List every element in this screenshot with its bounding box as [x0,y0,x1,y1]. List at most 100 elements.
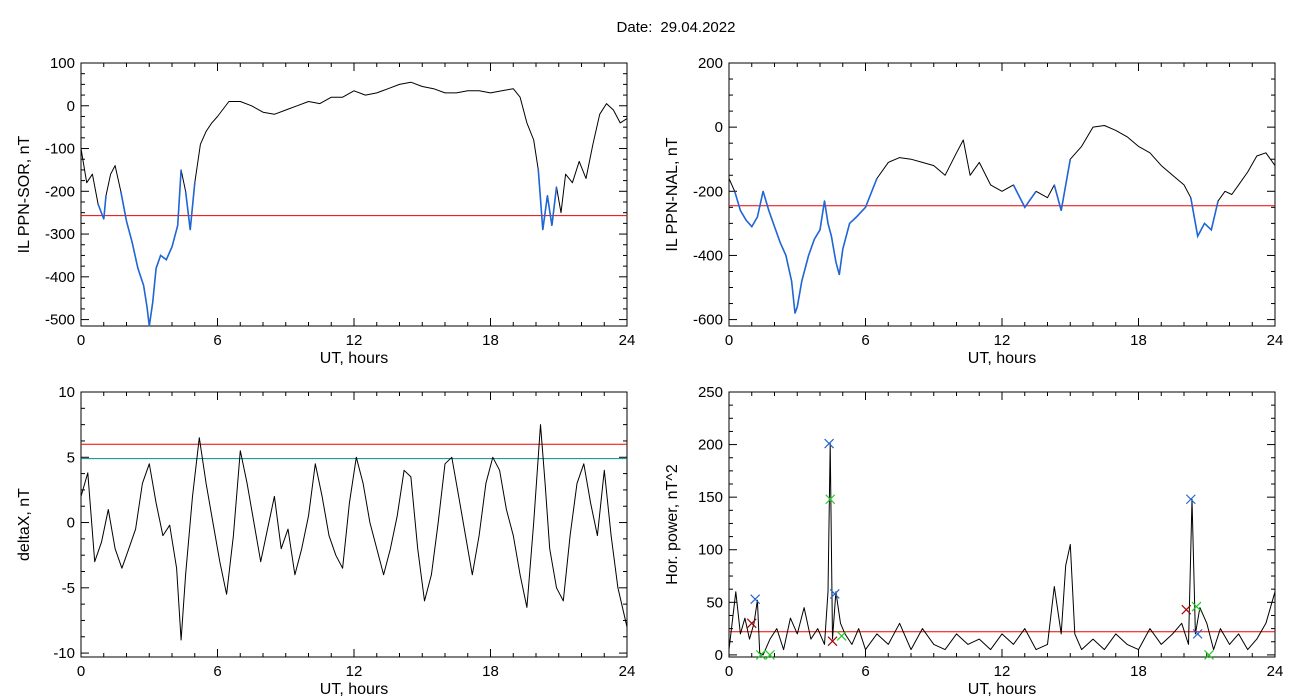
x-tick-label: 0 [725,663,733,680]
series-below-threshold [1053,159,1072,211]
cross-marker-blue [824,438,835,449]
series-below-threshold [546,186,558,226]
y-tick-label: 5 [67,449,75,466]
x-tick-label: 18 [482,332,499,349]
y-tick-label: -400 [693,247,723,264]
series-below-threshold [762,191,826,314]
cross-marker-stroke [825,494,836,505]
cross-marker-stroke [1191,601,1202,612]
y-tick-label: -10 [53,645,75,662]
date-label: Date: [616,19,653,36]
y-axis-label: Hor. power, nT^2 [664,464,681,585]
y-tick-label: 100 [698,542,723,559]
x-tick-label: 0 [77,332,85,349]
x-tick-label: 18 [482,663,499,680]
cross-marker-stroke [829,588,840,599]
x-tick-label: 6 [213,663,221,680]
cross-marker-blue [1192,628,1203,639]
chart-panel-2: 0 6 12 18 24 -600 -400 -200 0 200 UT, hours IL PPN-… [664,55,1283,367]
cross-marker-darkred [1181,604,1192,615]
x-tick-label: 6 [861,332,869,349]
x-tick-label: 0 [725,332,733,349]
x-tick-label: 24 [1267,332,1284,349]
y-tick-label: 50 [706,594,723,611]
cross-marker-darkred [827,636,838,647]
x-tick-label: 12 [346,332,363,349]
series-below-threshold [537,169,549,230]
series-below-threshold [1190,197,1219,239]
x-tick-label: 6 [213,332,221,349]
y-tick-label: -300 [45,226,75,243]
x-axis-label: UT, hours [968,350,1036,367]
cross-marker-green [836,631,847,641]
x-tick-label: 18 [1130,663,1147,680]
cross-marker-blue [829,588,840,599]
y-tick-label: 100 [50,55,75,72]
x-tick-label: 6 [861,663,869,680]
cross-marker-stroke [827,636,838,647]
series-line [80,424,628,641]
cross-marker-stroke [1181,604,1192,615]
y-tick-label: -100 [45,141,75,158]
x-tick-label: 18 [1130,332,1147,349]
y-axis-label: deltaX, nT [16,488,33,561]
plot-frame [80,62,628,327]
y-tick-label: 10 [58,384,75,401]
cross-marker-stroke [836,631,847,641]
x-tick-label: 24 [619,663,636,680]
cross-marker-blue [750,594,761,605]
y-tick-label: -200 [693,183,723,200]
y-tick-label: 200 [698,55,723,72]
cross-marker-green [825,494,836,505]
cross-marker-stroke [1185,494,1196,505]
series-line [728,443,1276,656]
x-tick-label: 12 [346,663,363,680]
x-tick-label: 24 [1267,663,1284,680]
y-tick-label: -200 [45,183,75,200]
cross-marker-stroke [746,618,757,629]
series-below-threshold [97,195,107,220]
chart-panel-4: 0 6 12 18 24 0 50 100 150 200 250 UT, hours Hor. pow… [664,384,1283,698]
y-tick-label: 0 [67,98,75,115]
cross-marker-stroke [1204,649,1214,660]
cross-marker-green [755,649,766,660]
y-tick-label: 0 [67,515,75,532]
cross-marker-green [1204,649,1214,660]
y-tick-label: 200 [698,437,723,454]
x-tick-label: 12 [994,663,1011,680]
x-axis-label: UT, hours [968,681,1036,698]
y-tick-label: 0 [715,119,723,136]
series-line [80,81,628,327]
plot-frame [80,391,628,658]
date-value: 29.04.2022 [660,19,736,36]
plot-frame [728,62,1276,327]
cross-marker-stroke [1192,628,1203,639]
y-tick-label: 0 [715,647,723,664]
chart-date-header: Date: 29.04.2022 [0,19,1300,36]
cross-marker-stroke [750,594,761,605]
y-axis-label: IL PPN-NAL, nT [664,137,681,251]
cross-marker-stroke [765,649,775,660]
series-line [728,125,1276,314]
y-tick-label: -400 [45,269,75,286]
series-below-threshold [1012,184,1037,209]
cross-marker-green [765,649,775,660]
series-below-threshold [823,178,878,275]
y-axis-label: IL PPN-SOR, nT [16,135,33,253]
cross-marker-stroke [755,649,766,660]
y-tick-label: 250 [698,384,723,401]
cross-marker-darkred [746,618,757,629]
chart-panel-1: 0 6 12 18 24 -500 -400 -300 -200 -100 0 100 UT, hour… [16,55,635,367]
cross-marker-green [1191,601,1202,612]
series-below-threshold [120,169,182,327]
chart-panel-3: 0 6 12 18 24 -10 -5 0 5 10 UT, hours deltaX, nT [16,384,635,698]
x-axis-label: UT, hours [320,681,388,698]
y-tick-label: -5 [62,580,75,597]
x-tick-label: 24 [619,332,636,349]
series-below-threshold [184,182,196,230]
x-tick-label: 0 [77,663,85,680]
x-tick-label: 12 [994,332,1011,349]
y-tick-label: -600 [693,312,723,329]
cross-marker-stroke [824,438,835,449]
